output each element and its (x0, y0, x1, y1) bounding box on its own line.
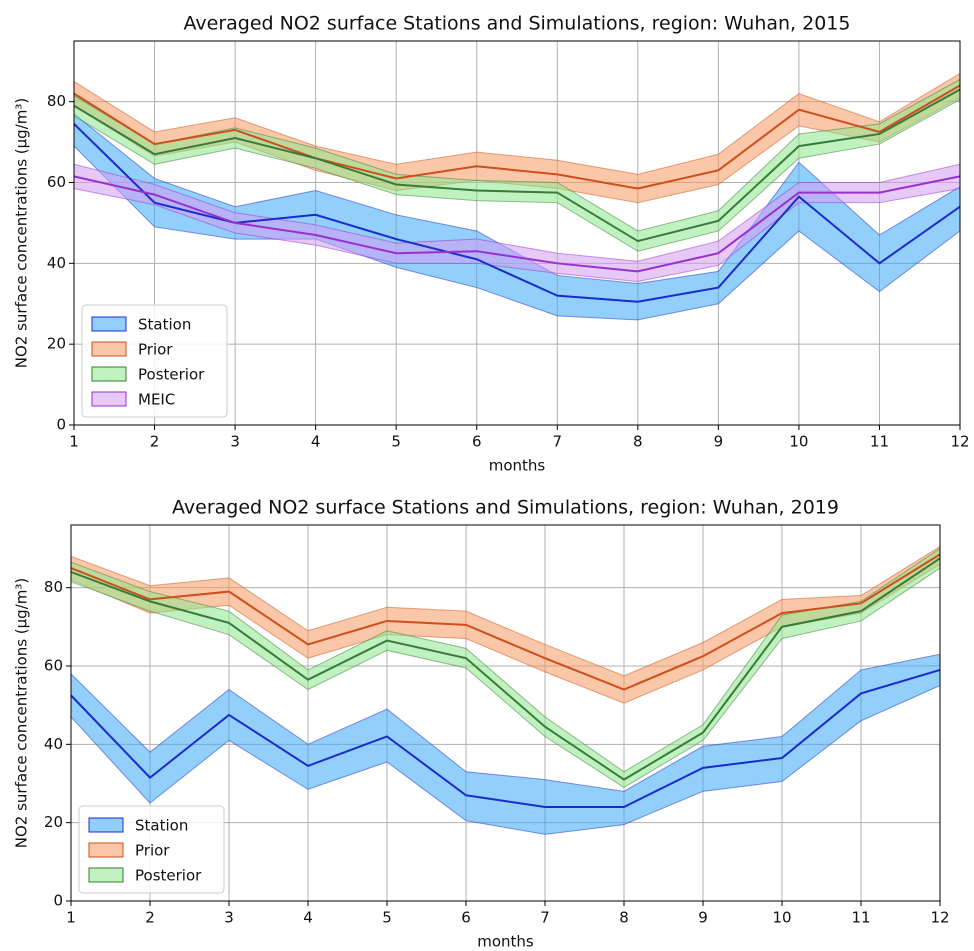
legend-swatch (88, 817, 124, 833)
x-tick-label: 5 (382, 909, 392, 927)
x-tick-label: 7 (540, 909, 550, 927)
y-tick-label: 0 (56, 416, 66, 434)
legend-label: Posterior (135, 867, 202, 885)
legend-swatch (91, 366, 127, 382)
y-tick-label: 20 (47, 335, 66, 353)
y-tick-label: 20 (44, 813, 63, 831)
plot-frame (73, 40, 961, 426)
x-tick-label: 2 (145, 909, 155, 927)
legend-swatch (88, 867, 124, 883)
legend-swatch (91, 391, 127, 407)
x-axis-label: months (477, 933, 534, 951)
legend-swatch (91, 341, 127, 357)
x-tick-label: 8 (633, 433, 643, 451)
y-tick-label: 40 (47, 254, 66, 272)
x-tick-label: 1 (69, 433, 79, 451)
x-tick-label: 3 (224, 909, 234, 927)
x-tick-label: 5 (391, 433, 401, 451)
x-tick-label: 9 (714, 433, 724, 451)
line (70, 557, 941, 781)
x-tick-label: 10 (789, 433, 808, 451)
x-tick-label: 8 (619, 909, 629, 927)
plot-data (73, 72, 961, 321)
x-tick-label: 2 (150, 433, 160, 451)
legend-label: MEIC (138, 391, 175, 409)
legend-swatch (91, 316, 127, 332)
legend-label: Station (138, 316, 191, 334)
x-tick-label: 4 (303, 909, 313, 927)
line (73, 175, 961, 273)
x-tick-label: 12 (930, 909, 949, 927)
y-axis-label: NO2 surface concentrations (μg/m³) (13, 98, 31, 368)
y-tick-label: 60 (47, 173, 66, 191)
legend-label: Station (135, 817, 188, 835)
y-tick-label: 40 (44, 735, 63, 753)
plot-data (70, 545, 941, 835)
x-tick-label: 10 (772, 909, 791, 927)
chart-title: Averaged NO2 surface Stations and Simula… (172, 497, 839, 519)
plot-frame (70, 524, 941, 902)
legend-box (81, 304, 228, 418)
chart-title: Averaged NO2 surface Stations and Simula… (184, 13, 851, 35)
x-tick-label: 12 (950, 433, 969, 451)
y-tick-label: 0 (53, 892, 63, 910)
y-axis-label: NO2 surface concentrations (μg/m³) (13, 578, 31, 848)
x-tick-label: 6 (472, 433, 482, 451)
line (70, 553, 941, 691)
line (73, 84, 961, 190)
x-axis-label: months (489, 457, 546, 475)
x-tick-label: 3 (230, 433, 240, 451)
line (73, 123, 961, 303)
x-tick-label: 9 (698, 909, 708, 927)
legend-label: Prior (135, 842, 170, 860)
x-tick-label: 7 (552, 433, 562, 451)
y-tick-label: 80 (44, 578, 63, 596)
y-tick-label: 60 (44, 657, 63, 675)
x-tick-label: 11 (870, 433, 889, 451)
legend-swatch (88, 842, 124, 858)
x-tick-label: 4 (311, 433, 321, 451)
legend-label: Posterior (138, 366, 205, 384)
line (73, 88, 961, 243)
x-tick-label: 1 (66, 909, 76, 927)
x-tick-label: 6 (461, 909, 471, 927)
y-tick-label: 80 (47, 92, 66, 110)
legend-label: Prior (138, 341, 173, 359)
line (70, 668, 941, 808)
x-tick-label: 11 (851, 909, 870, 927)
